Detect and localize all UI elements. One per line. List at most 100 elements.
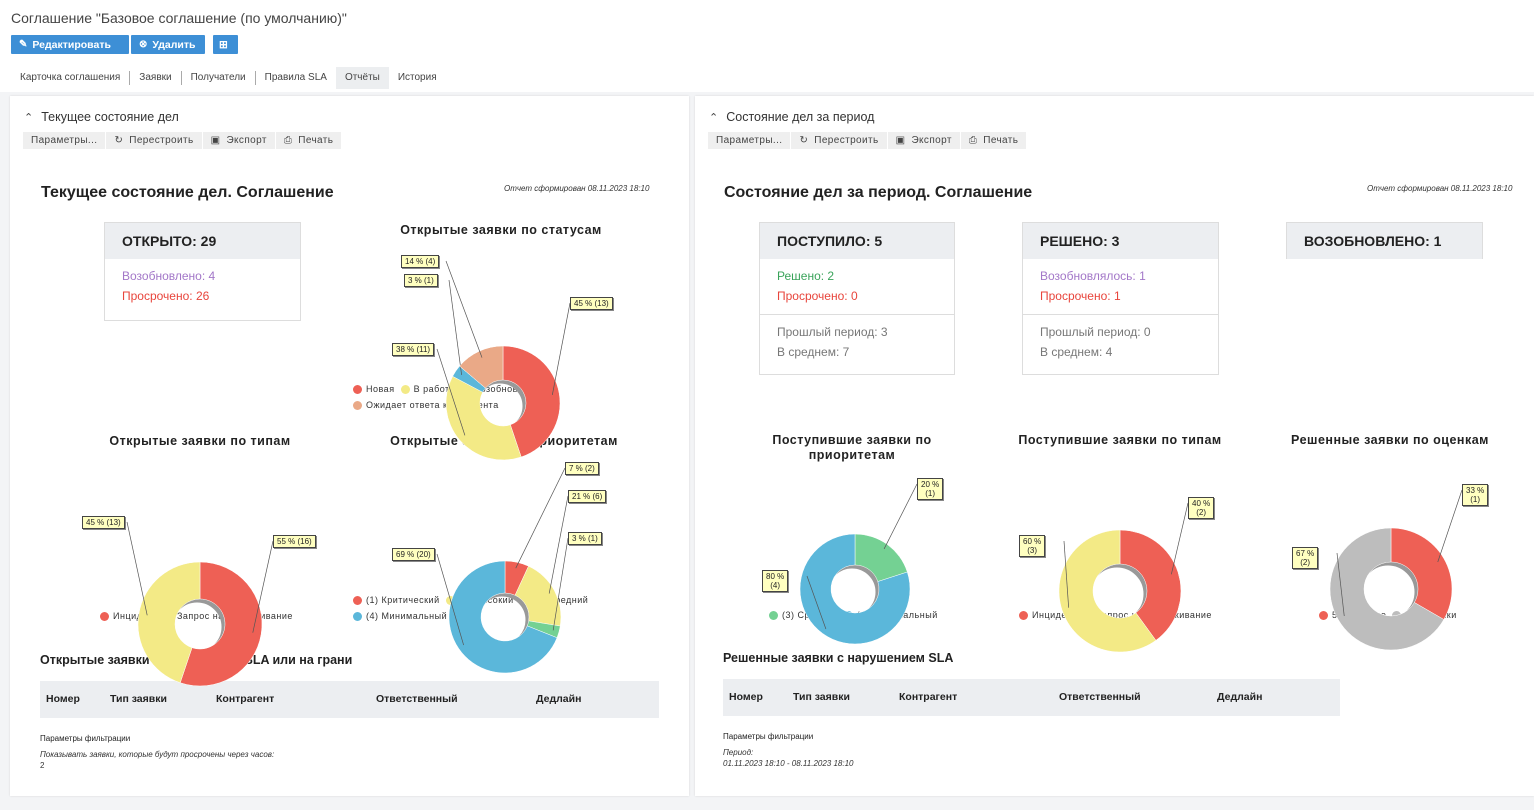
legend-item: (4) Минимальный xyxy=(843,610,938,620)
print-label: Печать xyxy=(298,135,334,146)
legend-item: Новая xyxy=(353,384,395,394)
filter-title: Параметры фильтрации xyxy=(40,734,131,743)
legend-in-by-type: Инцидент Запрос на обслуживание xyxy=(1019,607,1259,623)
legend-item: Возобновлена xyxy=(461,384,540,394)
export-button[interactable]: ▣ Экспорт xyxy=(887,132,960,149)
top-bar: Соглашение "Базовое соглашение (по умолч… xyxy=(0,0,1534,92)
solved-count: Решено: 2 xyxy=(777,269,835,283)
legend-label: Запрос на обслуживание xyxy=(1095,610,1212,620)
col-number[interactable]: Номер xyxy=(729,691,763,703)
data-label: 38 % (11) xyxy=(392,343,435,356)
legend-item: Запрос на обслуживание xyxy=(163,611,293,621)
sla-table-title: Открытые заявки с нарушением SLA или на … xyxy=(40,653,353,667)
solved-card-head: РЕШЕНО: 3 xyxy=(1023,223,1218,259)
legend-dot xyxy=(769,610,778,620)
chevron-up-icon: ⌃ xyxy=(709,111,719,124)
tab-bar: Карточка соглашения Заявки Получатели Пр… xyxy=(11,67,446,89)
printer-icon: ⎙ xyxy=(968,135,978,146)
overdue-count: Просрочено: 1 xyxy=(1040,289,1121,303)
open-card-head: ОТКРЫТО: 29 xyxy=(105,223,300,259)
document-add-icon: ⊞ xyxy=(219,38,228,51)
legend-dot xyxy=(461,384,471,394)
refresh-icon: ↻ xyxy=(799,135,809,146)
legend-dot xyxy=(100,611,109,621)
legend-label: Новая xyxy=(366,384,395,394)
solved-card-stats: Прошлый период: 0 В среднем: 4 xyxy=(1023,314,1218,362)
refresh-icon: ↻ xyxy=(114,135,124,146)
sla-table-title: Решенные заявки с нарушением SLA xyxy=(723,651,954,665)
tab-reports[interactable]: Отчёты xyxy=(335,67,389,89)
incoming-card: ПОСТУПИЛО: 5 Решено: 2 Просрочено: 0 Про… xyxy=(759,222,955,375)
rebuild-button[interactable]: ↻ Перестроить xyxy=(106,132,202,149)
average: В среднем: 7 xyxy=(777,345,850,359)
data-label: 45 % (13) xyxy=(570,297,613,310)
legend-label: Запрос на обслуживание xyxy=(176,611,293,621)
data-label: 80 % (4) xyxy=(762,570,789,592)
legend-item: (2) Высокий xyxy=(445,595,514,605)
legend-by-type: Инцидент Запрос на обслуживание xyxy=(100,608,340,624)
tab-requests[interactable]: Заявки xyxy=(130,71,182,85)
delete-button[interactable]: ⊗ Удалить xyxy=(131,35,205,54)
panel-title: Состояние дел за период xyxy=(726,110,875,124)
legend-item: 5 - Отлично xyxy=(1319,610,1386,620)
legend-label: (2) Высокий xyxy=(458,595,514,605)
incoming-card-stats: Прошлый период: 3 В среднем: 7 xyxy=(760,314,954,362)
prev-period: Прошлый период: 3 xyxy=(777,325,888,339)
rebuild-label: Перестроить xyxy=(814,135,879,146)
legend-label: 5 - Отлично xyxy=(1332,610,1387,620)
legend-label: Инцидент xyxy=(113,611,158,621)
edit-button-label: Редактировать xyxy=(32,38,111,51)
col-type[interactable]: Тип заявки xyxy=(110,693,167,705)
report-toolbar: Параметры... ↻ Перестроить ▣ Экспорт ⎙ Печа… xyxy=(23,132,342,149)
col-counterparty[interactable]: Контрагент xyxy=(216,693,275,705)
legend-item: (4) Минимальный xyxy=(353,611,447,621)
col-counterparty[interactable]: Контрагент xyxy=(899,691,958,703)
export-button[interactable]: ▣ Экспорт xyxy=(202,132,275,149)
legend-label: (4) Минимальный xyxy=(366,611,448,621)
print-button[interactable]: ⎙ Печать xyxy=(960,132,1027,149)
current-state-panel: ⌃ Текущее состояние дел Параметры... ↻ Пе… xyxy=(10,96,689,796)
panel-title: Текущее состояние дел xyxy=(41,110,179,124)
legend-dot xyxy=(519,595,529,605)
tab-history[interactable]: История xyxy=(397,72,437,83)
data-label: 20 % (1) xyxy=(917,478,944,500)
legend-item: Ожидает ответа контрагента xyxy=(353,400,499,410)
data-label: 60 % (3) xyxy=(1019,535,1046,557)
rebuild-button[interactable]: ↻ Перестроить xyxy=(791,132,887,149)
legend-dot xyxy=(353,400,362,410)
delete-circle-icon: ⊗ xyxy=(139,39,148,50)
report-date: Отчет сформирован 08.11.2023 18:10 xyxy=(1367,184,1513,193)
save-icon: ▣ xyxy=(210,135,221,146)
panel-header[interactable]: ⌃ Текущее состояние дел xyxy=(24,110,179,124)
params-button[interactable]: Параметры... xyxy=(23,132,106,149)
rebuild-label: Перестроить xyxy=(129,135,194,146)
export-label: Экспорт xyxy=(226,135,267,146)
overdue-count: Просрочено: 0 xyxy=(777,289,858,303)
col-number[interactable]: Номер xyxy=(46,693,80,705)
legend-in-by-priority: (3) Средний (4) Минимальный xyxy=(769,607,969,623)
col-deadline[interactable]: Дедлайн xyxy=(536,693,582,705)
print-button[interactable]: ⎙ Печать xyxy=(275,132,342,149)
col-deadline[interactable]: Дедлайн xyxy=(1217,691,1263,703)
data-label: 69 % (20) xyxy=(392,548,435,561)
legend-dot xyxy=(1082,610,1092,620)
more-actions-button[interactable]: ⊞ xyxy=(213,35,238,54)
period-state-panel: ⌃ Состояние дел за период Параметры... ↻… xyxy=(695,96,1534,796)
chart-title-by-type: Открытые заявки по типам xyxy=(109,434,291,448)
col-type[interactable]: Тип заявки xyxy=(793,691,850,703)
data-label: 7 % (2) xyxy=(565,462,599,475)
params-button[interactable]: Параметры... xyxy=(708,132,791,149)
panel-header[interactable]: ⌃ Состояние дел за период xyxy=(709,110,874,124)
col-responsible[interactable]: Ответственный xyxy=(1059,691,1141,703)
tab-sla-rules[interactable]: Правила SLA xyxy=(264,72,327,83)
tab-recipients[interactable]: Получатели xyxy=(182,71,256,85)
data-label: 21 % (6) xyxy=(568,490,607,503)
col-responsible[interactable]: Ответственный xyxy=(376,693,458,705)
incoming-card-head: ПОСТУПИЛО: 5 xyxy=(760,223,954,259)
filter-label: Показывать заявки, которые будут просроч… xyxy=(40,750,275,759)
edit-button[interactable]: ✎ Редактировать xyxy=(11,35,129,54)
legend-solved-by-rating: 5 - Отлично Без оценки xyxy=(1319,607,1519,623)
legend-dot xyxy=(353,595,362,605)
tab-agreement-card[interactable]: Карточка соглашения xyxy=(11,71,131,85)
report-title: Состояние дел за период. Соглашение xyxy=(724,184,1033,201)
